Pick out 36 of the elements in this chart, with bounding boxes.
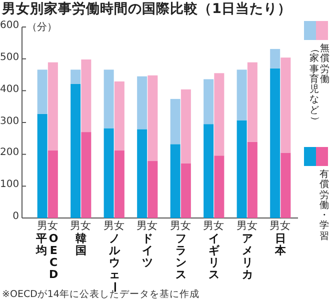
legend-label: 有償労働・学習 — [319, 169, 330, 242]
text: 無償労働（家事育児など） — [309, 43, 330, 126]
x-tick-label: 女 — [213, 219, 226, 233]
y-tick-label: 100 — [0, 179, 20, 190]
x-tick-label: 男 — [70, 219, 82, 232]
y-tick-label: 0 — [12, 211, 19, 222]
chart-title: 男女別家事労働時間の国際比較（1日当たり） — [2, 0, 292, 18]
y-tick-label: 300 — [0, 116, 20, 126]
text: フランス — [174, 232, 187, 281]
x-tick-label: 女 — [146, 219, 159, 233]
y-tick-label: 500 — [0, 52, 20, 63]
x-tick-label: 男 — [269, 219, 281, 233]
y-tick-label: 600 — [0, 20, 20, 31]
x-tick-label: 男 — [169, 219, 181, 233]
x-tick-label: 女 — [280, 219, 292, 233]
x-tick-label: 女 — [113, 219, 126, 233]
x-tick-label: 男 — [236, 219, 248, 233]
text: OECD平均 — [36, 232, 58, 281]
y-tick-label: 400 — [0, 84, 20, 95]
x-tick-label: 女 — [47, 219, 59, 233]
x-tick-label: 男 — [102, 219, 114, 233]
text: ドイツ — [141, 232, 154, 269]
x-tick-label: 男 — [202, 219, 214, 233]
x-tick-label: 男 — [36, 219, 48, 233]
text: 韓国 — [74, 232, 88, 257]
y-tick-label: 200 — [0, 147, 20, 158]
text: イギリス — [208, 232, 220, 281]
x-tick-label: 女 — [80, 219, 92, 232]
text: アメリカ — [241, 232, 254, 281]
x-tick-label: 男 — [136, 219, 148, 233]
y-axis-title: （分） — [27, 21, 57, 34]
x-tick-label: 女 — [180, 219, 192, 233]
text: ※OECDが14年に公表したデータを基に作成 — [2, 289, 200, 301]
text: ノルウェー — [108, 232, 122, 292]
x-tick-label: 女 — [246, 219, 258, 233]
text: 日本 — [274, 232, 287, 257]
